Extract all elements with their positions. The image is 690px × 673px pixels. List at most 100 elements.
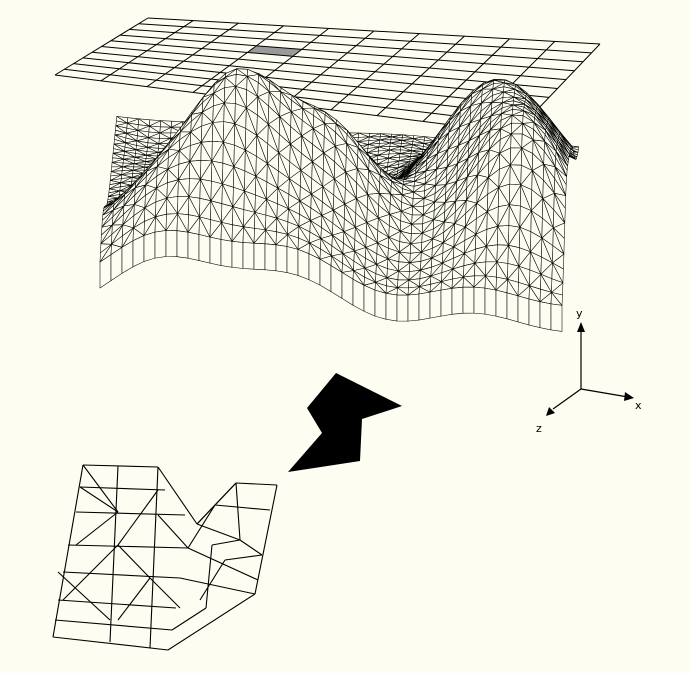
mesh-triangle [368,161,381,176]
mesh-triangle [456,157,469,182]
mesh-triangle [357,136,370,142]
mesh-triangle [287,221,300,235]
grid-line-horizontal [82,57,541,107]
mesh-triangle [212,102,225,123]
mesh-triangle [464,233,477,254]
mesh-triangle [553,227,565,255]
mesh-triangle [188,178,201,197]
mesh-triangle [147,142,160,148]
mesh-triangle [471,82,484,94]
mesh-triangle [266,181,279,200]
mesh-triangle [297,237,310,250]
mesh-triangle [449,102,462,121]
mesh-triangle [265,214,278,231]
patch-edge [224,554,263,561]
mesh-triangle [492,82,505,90]
mesh-triangle [547,120,560,137]
grid-line-horizontal [120,34,575,72]
mesh-triangle [279,101,292,117]
mesh-triangle [300,152,313,171]
mesh-triangle [302,101,315,109]
mesh-triangle [415,158,428,174]
mesh-triangle [438,120,451,141]
mesh-triangle [551,292,563,306]
mesh-triangle [396,165,409,175]
mesh-triangle [468,119,481,142]
mesh-triangle [125,137,138,143]
mesh-triangle [490,102,503,117]
mesh-triangle [108,190,121,197]
mesh-triangle [369,156,382,169]
mesh-triangle [121,169,134,175]
mesh-triangle [465,202,478,228]
mesh-triangle [171,120,184,128]
mesh-triangle [401,137,414,141]
mesh-triangle [426,140,439,160]
mesh-triangle [223,121,236,143]
mesh-triangle [427,132,440,151]
mesh-triangle [191,96,204,115]
mesh-triangle [290,126,302,145]
mesh-skirt [539,301,552,331]
mesh-triangle [479,115,492,136]
mesh-triangle [458,122,471,146]
mesh-triangle [277,170,290,189]
mesh-skirt [506,292,519,323]
mesh-triangle [495,276,508,291]
mesh-triangle [503,86,516,93]
mesh-triangle [451,276,464,289]
mesh-triangle [322,169,335,187]
mesh-triangle [536,104,549,120]
patch-edge [254,484,278,595]
extracted-patch [52,464,278,651]
mesh-triangle [145,158,158,162]
mesh-triangle [148,131,161,138]
mesh-triangle [460,93,473,112]
patch-edge [52,636,169,651]
patch-edge [211,539,241,546]
mesh-triangle [123,187,136,207]
mesh-triangle [235,74,248,87]
patch-edge [82,464,159,468]
mesh-triangle [146,151,159,156]
patch-edge [117,489,159,546]
mesh-triangle [397,279,410,288]
mesh-triangle [400,220,412,232]
patch-edge [79,486,119,513]
mesh-triangle [485,261,498,277]
mesh-triangle [466,152,479,178]
mesh-skirt [429,289,442,319]
mesh-skirt [143,231,156,262]
mesh-triangle [146,155,159,172]
mesh-triangle [253,228,266,244]
mesh-triangle [127,117,140,124]
mesh-triangle [368,139,381,145]
mesh-triangle [476,177,489,204]
mesh-triangle [433,202,446,220]
mesh-triangle [541,217,554,239]
mesh-triangle [399,241,412,253]
mesh-triangle [143,216,156,236]
mesh-triangle [410,153,423,157]
mesh-triangle [419,275,432,287]
patch-edge [196,523,241,541]
mesh-triangle [486,225,499,247]
z-axis-arrowhead [546,407,555,416]
mesh-triangle [559,132,572,147]
mesh-triangle [512,100,525,106]
mesh-triangle [255,155,268,177]
mesh-skirt [176,230,189,259]
mesh-skirt [187,231,200,261]
mesh-triangle [480,102,493,120]
mesh-triangle [354,239,367,252]
mesh-triangle [258,73,271,81]
mesh-triangle [119,184,132,192]
mesh-triangle [404,166,417,178]
mesh-triangle [332,223,345,236]
patch-edge [199,559,226,601]
mesh-triangle [455,176,468,202]
mesh-triangle [552,245,565,264]
mesh-triangle [478,129,491,153]
mesh-triangle [342,242,355,254]
mesh-triangle [319,248,332,260]
